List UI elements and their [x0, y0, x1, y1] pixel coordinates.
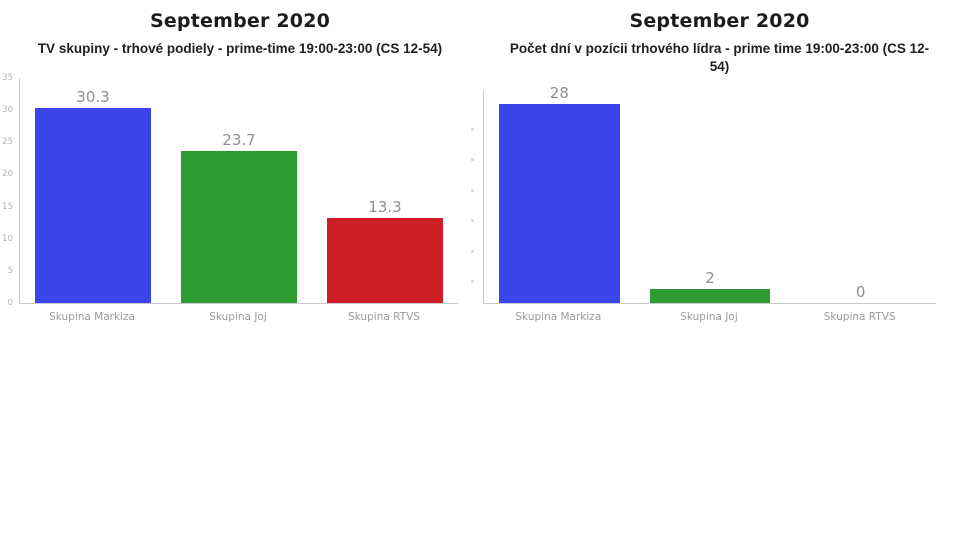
y-axis-tick-label: 15: [2, 201, 13, 212]
y-axis-tick-label: 20: [2, 169, 13, 180]
plot-area: 30.3 23.7 13.3: [19, 78, 458, 304]
plot-area: 28 2 0: [483, 85, 936, 304]
y-axis-tick-label: 25: [2, 137, 13, 148]
chart-subtitle: TV skupiny - trhové podiely - prime-time…: [37, 41, 443, 56]
x-axis-label-skupina-markiza: Skupina Markiza: [49, 311, 135, 323]
bar-skupina-markiza: [34, 108, 152, 303]
y-axis-tick-mark: [471, 188, 474, 192]
chart-title: September 2020: [629, 10, 810, 32]
chart-market-share: September 2020 TV skupiny - trhové podie…: [0, 0, 480, 345]
bar-skupina-markiza: [499, 104, 620, 303]
y-axis-tick-mark: [471, 158, 474, 162]
y-axis-tick-mark: [471, 280, 474, 283]
chart-subtitle: Počet dní v pozícii trhového lídra - pri…: [509, 41, 930, 74]
x-axis-label-skupina-joj: Skupina Joj: [680, 311, 738, 323]
y-axis-tick-mark: [471, 128, 474, 131]
bar-skupina-rtvs: [326, 217, 444, 303]
bar-value-label: 28: [549, 84, 569, 103]
y-axis-tick-mark: [471, 219, 474, 223]
x-axis-label-skupina-markiza: Skupina Markiza: [515, 311, 602, 323]
y-axis-tick-label: 30: [2, 105, 13, 116]
bar-value-label: 30.3: [76, 88, 110, 107]
bar-value-label: 2: [705, 268, 715, 287]
y-axis-tick-label: 5: [7, 265, 13, 276]
bar-value-label: 23.7: [222, 130, 256, 149]
y-axis-tick-label: 10: [2, 233, 13, 244]
bar-value-label: 0: [855, 283, 866, 301]
x-axis-label-skupina-rtvs: Skupina RTVS: [348, 311, 420, 323]
chart-title: September 2020: [149, 10, 331, 32]
y-axis-tick-label: 35: [2, 73, 13, 83]
y-axis-tick-label: 0: [7, 298, 13, 308]
x-axis-label-skupina-joj: Skupina Joj: [209, 311, 267, 323]
bar-skupina-joj: [180, 150, 298, 303]
x-axis-label-skupina-rtvs: Skupina RTVS: [823, 311, 896, 323]
bar-value-label: 13.3: [368, 197, 402, 216]
bar-skupina-joj: [649, 288, 771, 303]
y-axis-tick-mark: [471, 249, 474, 253]
chart-days-as-leader: September 2020 Počet dní v pozícii trhov…: [471, 0, 959, 345]
